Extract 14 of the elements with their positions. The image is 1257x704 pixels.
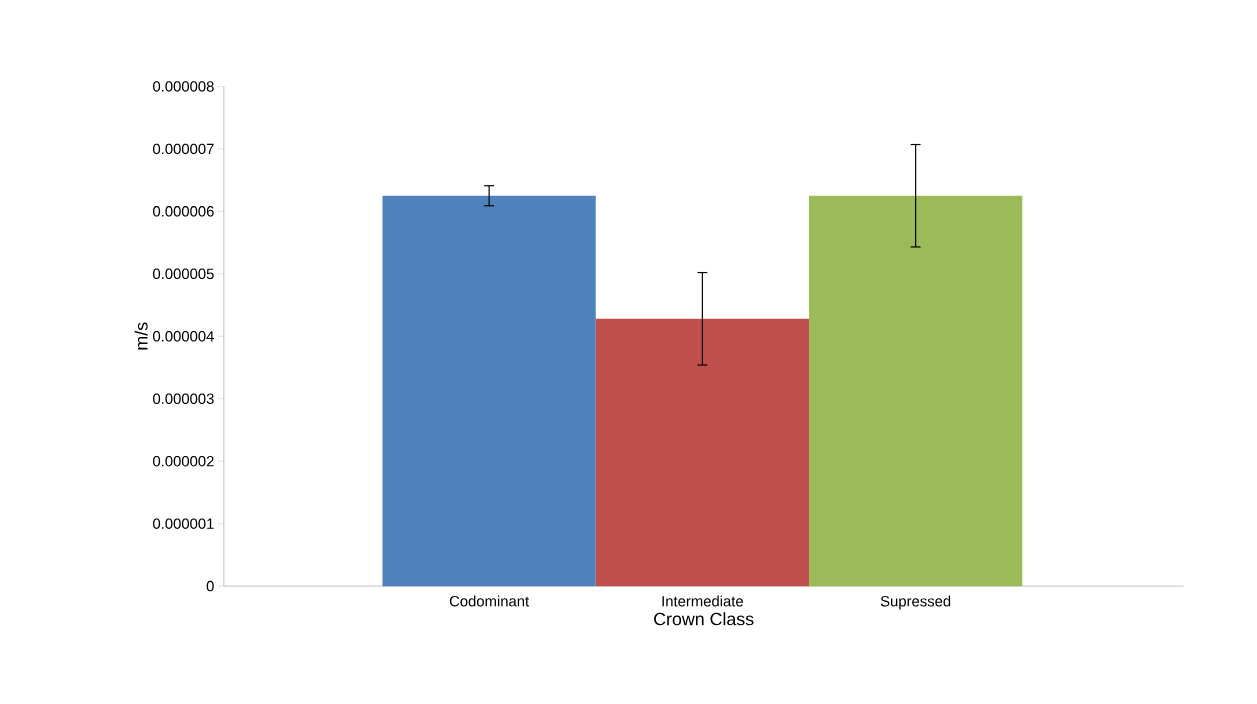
y-axis-title: m/s [134,322,148,350]
y-tick-label: 0.000006 [153,205,214,217]
x-tick-label: Supressed [880,595,951,610]
y-tick-label: 0.000008 [153,80,214,92]
x-tick-label: Intermediate [662,595,743,607]
x-tick-label: Codominant [449,595,530,607]
y-tick-label: 0 [206,580,214,592]
y-tick-label: 0.000003 [153,393,214,404]
y-tick-label: 0.000007 [153,143,214,154]
x-axis-title: Crown Class [654,612,754,626]
y-tick-label: 0.000001 [153,518,214,529]
y-tick-label: 0.000004 [153,330,214,342]
y-tick-label: 0.000005 [153,268,214,279]
y-tick-label: 0.000002 [153,455,214,467]
